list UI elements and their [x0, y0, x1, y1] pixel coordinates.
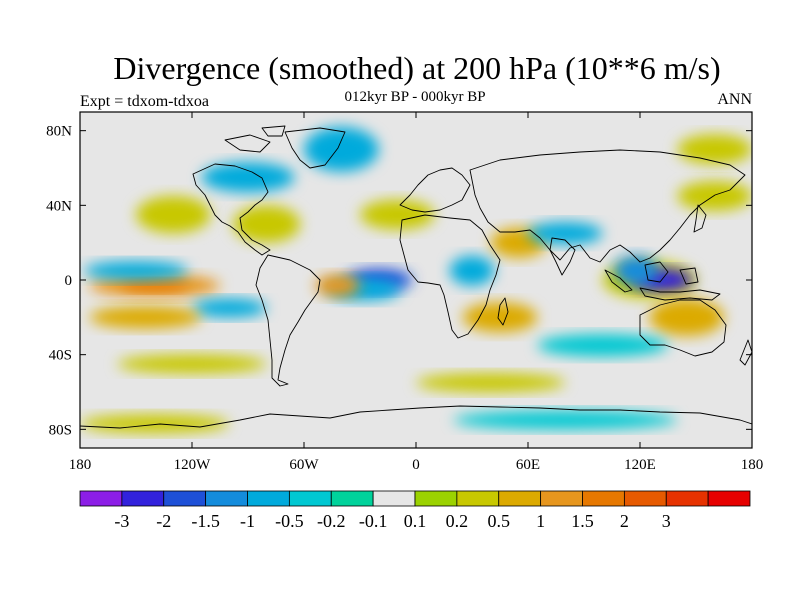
colorbar-label: 2 [620, 511, 629, 531]
colorbar-swatch-10 [498, 490, 542, 507]
anomaly-region-10 [89, 306, 202, 329]
anomaly-region-12 [233, 205, 301, 243]
experiment-label: Expt = tdxom-tdxoa [80, 93, 210, 110]
anomaly-region-26 [677, 181, 752, 211]
colorbar-label: 1 [536, 511, 545, 531]
lon-label: 120W [174, 457, 212, 473]
lon-label: 180 [741, 457, 764, 473]
greenland-coastline [284, 127, 346, 169]
anomaly-region-23 [416, 373, 566, 392]
anomaly-region-27 [677, 134, 752, 165]
lat-label: 0 [65, 273, 73, 289]
anomaly-region-18 [449, 255, 495, 286]
colorbar-swatch-3 [205, 490, 248, 507]
anomaly-region-9 [192, 298, 267, 318]
anomaly-region-21 [537, 334, 669, 357]
north-america-coastline [192, 163, 271, 256]
colorbar-label: -1 [240, 511, 255, 531]
colorbar-label: 1.5 [571, 511, 594, 531]
anomaly-region-24 [80, 414, 230, 434]
europe-coastline [399, 167, 471, 213]
anomaly-region-14 [304, 126, 379, 172]
lon-label: 0 [412, 457, 420, 473]
colorbar-swatch-12 [582, 490, 625, 507]
colorbar-swatch-4 [247, 490, 290, 507]
anomaly-region-15 [360, 199, 435, 230]
lat-label: 40S [49, 348, 72, 364]
lat-label: 40N [46, 198, 72, 214]
lon-label: 120E [624, 457, 656, 473]
season-label: ANN [717, 91, 752, 108]
indonesia-coastline [604, 261, 721, 301]
anomaly-region-11 [136, 196, 211, 234]
colorbar-label: -3 [114, 511, 129, 531]
anomaly-region-2 [613, 255, 659, 286]
colorbar-swatch-7 [372, 490, 416, 507]
lat-label: 80N [46, 124, 72, 140]
colorbar-swatch-5 [288, 490, 332, 507]
colorbar-swatch-13 [623, 490, 667, 507]
colorbar-label: 0.1 [404, 511, 427, 531]
lat-label: 80S [49, 422, 72, 438]
colorbar-swatch-0 [79, 490, 123, 507]
colorbar-label: -0.2 [317, 511, 346, 531]
india-coastline [549, 237, 576, 276]
colorbar-label: 3 [662, 511, 671, 531]
south-america-coastline [255, 254, 321, 387]
africa-coastline [399, 214, 501, 339]
lon-label: 60W [289, 457, 319, 473]
australia-coastline [639, 299, 727, 357]
colorbar-label: -2 [156, 511, 171, 531]
colorbar-swatch-2 [163, 490, 207, 507]
colorbar-swatch-11 [540, 490, 583, 507]
japan-coastline [693, 204, 707, 233]
axis-labels: 80N 40N 0 40S 80S 180 120W 60W 0 60E 120E 180 [46, 124, 763, 473]
colorbar-swatch-6 [330, 490, 374, 507]
madagascar-coastline [497, 297, 509, 326]
colorbar-label: -0.1 [359, 511, 388, 531]
colorbar-label: 0.2 [446, 511, 469, 531]
lon-label: 60E [516, 457, 540, 473]
coastlines [80, 125, 752, 429]
arctic-islands-coastline [224, 125, 286, 153]
plot-title: Divergence (smoothed) at 200 hPa (10**6 … [113, 50, 721, 86]
colorbar-label: 0.5 [488, 511, 511, 531]
anomaly-region-25 [453, 410, 678, 430]
anomaly-region-5 [315, 274, 360, 297]
new-zealand-coastline [739, 339, 752, 366]
anomaly-region-17 [528, 222, 603, 245]
lon-label: 180 [69, 457, 92, 473]
anomaly-region-20 [649, 298, 725, 337]
colorbar-swatch-15 [707, 490, 751, 507]
asia-coastline [469, 149, 746, 263]
colorbar: -3 -2 -1.5 -1 -0.5 -0.2 -0.1 0.1 0.2 0.5 1 1.5 2 3 [79, 490, 751, 531]
axis-ticks [79, 112, 753, 448]
antarctica-coastline [80, 405, 752, 429]
colorbar-label: -1.5 [191, 511, 220, 531]
anomaly-region-13 [201, 162, 295, 193]
anomaly-region-22 [117, 354, 267, 374]
colorbar-swatch-9 [456, 490, 500, 507]
colorbar-swatch-8 [414, 490, 458, 507]
colorbar-swatch-1 [121, 490, 165, 507]
anomaly-region-8 [83, 261, 189, 280]
anomaly-region-7 [121, 280, 189, 292]
anomaly-region-19 [462, 302, 538, 333]
colorbar-swatch-14 [665, 490, 709, 507]
colorbar-label: -0.5 [275, 511, 304, 531]
plot-subtitle: 012kyr BP - 000kyr BP [344, 89, 486, 105]
